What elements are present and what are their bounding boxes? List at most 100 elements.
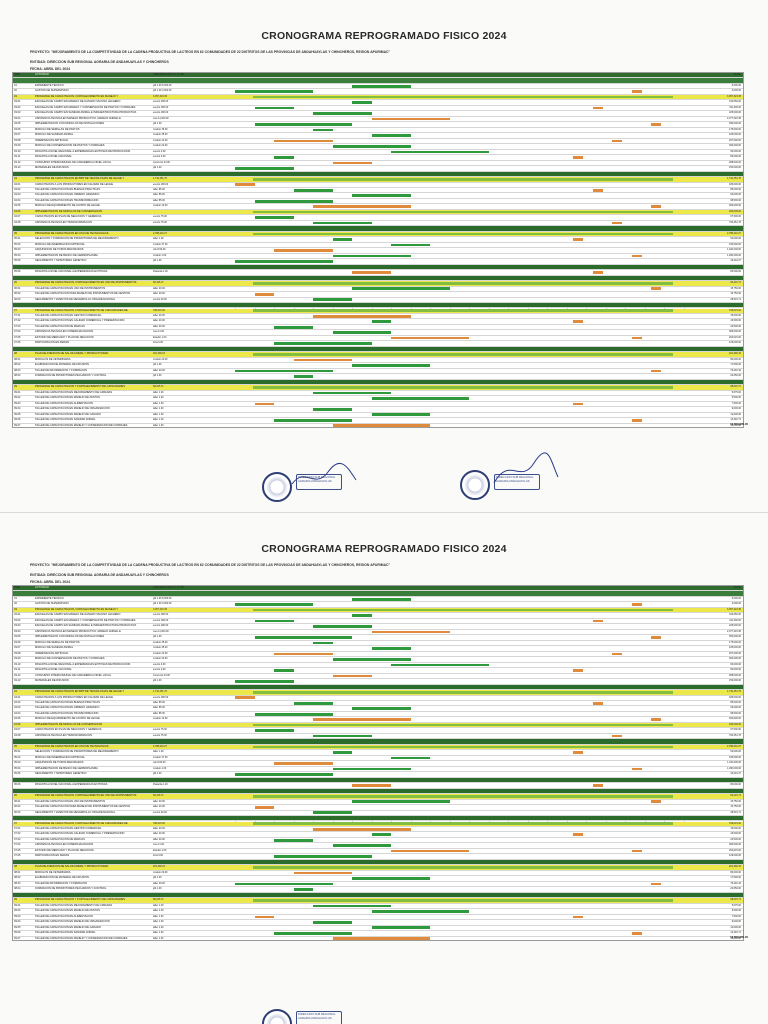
row-quantities: taller 20.00 (153, 368, 165, 372)
row-total: 1,100,000.00 (727, 761, 741, 765)
row-item-code: 09.01 (14, 903, 21, 907)
row-quantities: evento 2.00 (153, 155, 166, 159)
row-total: 43,210.27 (730, 259, 741, 263)
schedule-bar (253, 899, 673, 902)
row-activity: PROGRAMA DE CAPACITACION, FORTALECIMIENT… (35, 308, 128, 312)
row-quantities: glb 1.00 5,000.00 (153, 596, 172, 600)
row-total (699, 276, 741, 280)
table-row: 05.05 SEGUIMIENTO Y MONITOREO GENETICO glb… (13, 259, 743, 265)
row-item-code: 03.02 (14, 105, 21, 109)
row-total: 105,000.00 (729, 133, 741, 137)
schedule-bar (253, 608, 673, 612)
row-activity: PROGRAMA DE CAPACITACION, FORTALECIMIENT… (35, 94, 119, 98)
table-row: 05.04 IMPLEMENTACION DE BANCO DE GERMOPLA… (13, 253, 743, 260)
row-total: 67,500.00 (730, 215, 741, 219)
row-activity: ESTUDIO DE MERCADO Y PLAN DE NEGOCIOS (35, 848, 94, 852)
schedule-bar (293, 375, 313, 378)
row-item-code: 03.04 (14, 116, 21, 120)
table-row: 05.02 MODULO DE INSEMINACION ARTIFICIAL mo… (13, 242, 743, 249)
table-row: 04.01 CAPACITACION A LOS PRODUCTORES EN C… (13, 695, 743, 701)
row-item-code: 04.03 (14, 706, 21, 710)
row-quantities (153, 893, 233, 897)
row-item-code: 05.06 (14, 783, 21, 787)
row-item-code: 03.06 (14, 640, 21, 644)
row-quantities: modulo 35.00 (153, 646, 168, 650)
row-activity: CAPACITACION EN PLAN DE NEGOCIOS Y GEREN… (35, 215, 102, 219)
row-activity (33, 739, 151, 743)
schedule-bar (631, 90, 642, 93)
row-total: 79,240.16 (730, 368, 741, 372)
row-total: 14,000.00 (730, 423, 741, 427)
schedule-bar (235, 696, 255, 700)
row-item-code: 04 (14, 690, 17, 694)
schedule-bar (573, 833, 583, 837)
row-item-code: 03.07 (14, 646, 21, 650)
row-quantities: taller 1.00 (153, 423, 164, 427)
row-quantities: glb 1.00 (153, 122, 162, 126)
schedule-bar (651, 287, 661, 291)
schedule-bar (612, 221, 622, 225)
table-row: 04.06 IMPLEMENTACION DE MODULOS DE CONSER… (13, 722, 743, 729)
table-row: 03.08 INSEMINACION ARTIFICIAL modulo 22.00… (13, 651, 743, 658)
table-row: 07.06 PARTICIPACION EN FERIAS feria 6.00 12… (13, 854, 743, 860)
schedule-bar (254, 729, 294, 732)
row-total: 60,416.71 (730, 794, 741, 798)
row-total: 1,260,000.00 (727, 766, 741, 770)
row-item-code: 03.05 (14, 122, 21, 126)
row-activity: TALLER DE CAPACITACION EN BUENAS PRACTIC… (35, 701, 100, 704)
row-activity: ELABORACION DE MATERIAL DE DIFUSION (35, 363, 89, 367)
row-total: 15,750.00 (730, 292, 741, 296)
schedule-bar (254, 123, 352, 126)
table-row (13, 264, 743, 271)
row-item-code: 02 (14, 89, 17, 93)
row-quantities: 3,057,323.45 (153, 94, 167, 98)
table-row: 03.10 PASANTIA A NIVEL REGIONAL A EXPERIE… (13, 662, 743, 669)
table-row: 09.01 TALLER DE CAPACITACION EN MEJORAMIE… (13, 390, 743, 397)
schedule-bar (254, 712, 333, 716)
row-item-code: 09.04 (14, 407, 21, 411)
row-item-code: 03.08 (14, 651, 21, 655)
row-total: 93,000.00 (730, 193, 741, 197)
table-row (13, 303, 743, 309)
row-quantities: taller 20.00 (153, 826, 165, 830)
row-activity (33, 860, 151, 864)
table-row (13, 226, 743, 232)
row-total: 52,000.00 (730, 750, 741, 754)
row-activity: MATERIALES DE DIFUSION (35, 679, 69, 683)
row-activity (33, 347, 151, 351)
schedule-bar (371, 910, 469, 913)
schedule-bar (612, 139, 622, 143)
row-quantities (153, 816, 233, 820)
schedule-bar (313, 221, 372, 225)
row-activity: ASISTENCIA TECNICA EN TRANSFORMACION (35, 220, 92, 224)
row-item-code: 08.03 (14, 368, 21, 372)
row-total: 201,390.16 (729, 352, 741, 356)
row-item-code: 04.04 (14, 711, 21, 715)
row-total (699, 789, 741, 793)
row-activity: ACTIVIDAD (35, 586, 49, 589)
row-item-code: 06.02 (14, 805, 21, 809)
row-activity: TALLER DE CAPACITACION EN MANEJO DE PAST… (35, 909, 100, 913)
schedule-bar (235, 603, 313, 606)
row-quantities (153, 210, 233, 214)
row-quantities: taller 85.00 (153, 198, 165, 202)
row-item-code: 07.01 (14, 313, 21, 317)
schedule-bar (274, 418, 352, 422)
schedule-bar (274, 342, 372, 345)
row-quantities: mes 11.00 (153, 330, 164, 334)
schedule-bar (253, 177, 673, 181)
row-item-code: 04 (14, 177, 17, 181)
schedule-bar (332, 674, 372, 678)
row-activity: SEGUIMIENTO Y EVENTOS DE DESARROLLO ORGA… (35, 297, 116, 301)
schedule-bar (274, 139, 333, 143)
table-row: 09.05 TALLER DE CAPACITACION EN MANEJO DE… (13, 412, 743, 419)
row-total: 186,000.00 (729, 695, 741, 699)
row-quantities: evento 186.00 (153, 613, 169, 617)
row-item-code: 03.01 (14, 100, 21, 104)
row-item-code: 03 (14, 607, 17, 611)
row-activity (33, 380, 151, 384)
schedule-bar (631, 931, 642, 935)
row-total: 16,500.00 (730, 319, 741, 323)
row-activity (33, 591, 151, 595)
row-quantities: modulo 1.00 (153, 253, 167, 257)
